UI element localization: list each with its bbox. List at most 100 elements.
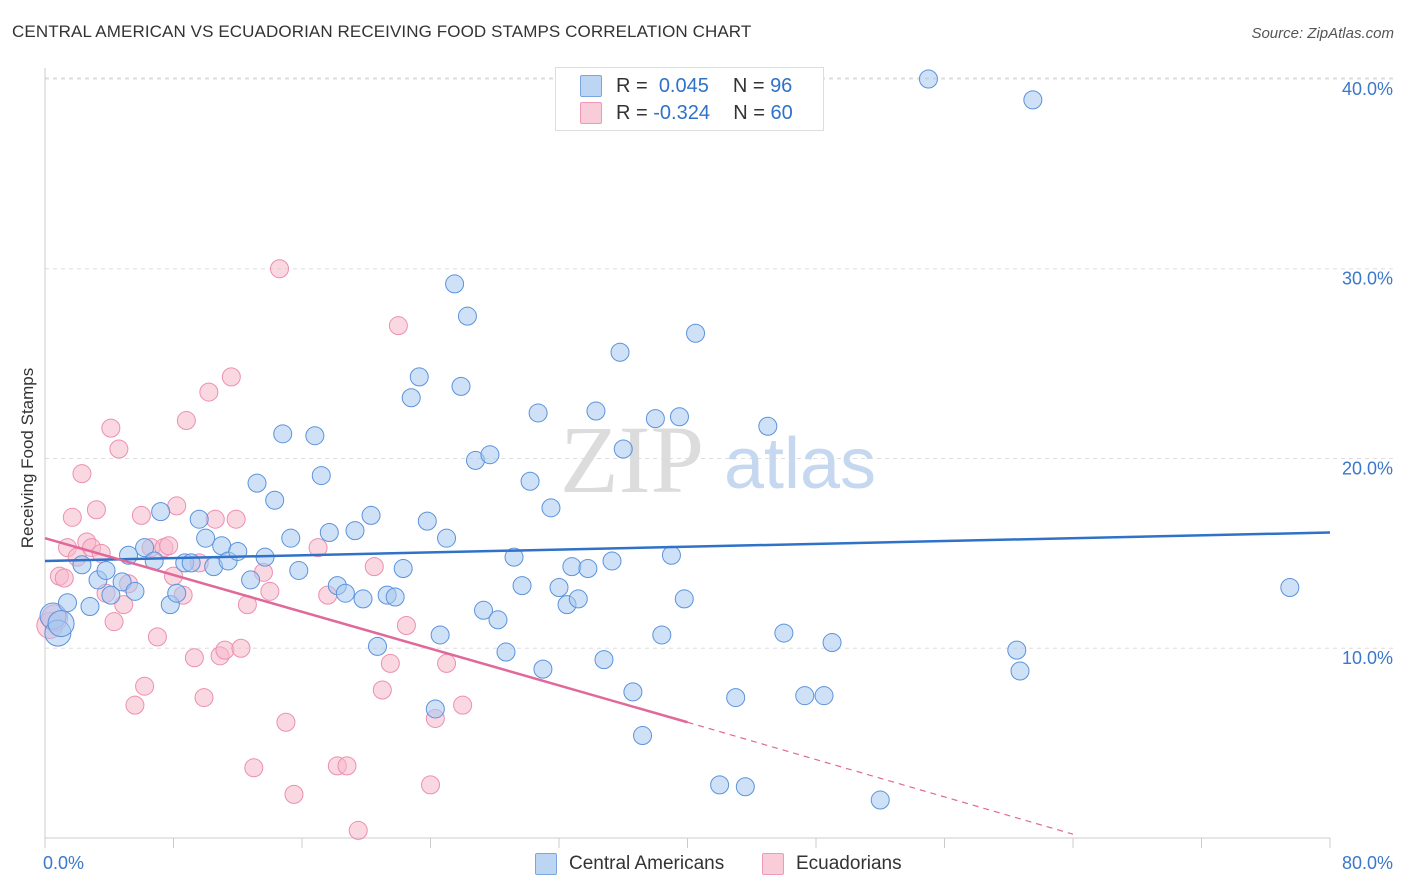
source-label: Source: ZipAtlas.com — [1251, 25, 1394, 42]
central-american-point — [151, 502, 171, 522]
central-american-point — [445, 274, 465, 294]
watermark-atlas: atlas — [724, 424, 876, 504]
central-american-point — [425, 699, 445, 719]
gridlines — [45, 77, 1395, 649]
central-american-point — [480, 445, 500, 465]
central-american-point — [385, 587, 405, 607]
y-tick-label: 30.0% — [1342, 269, 1393, 289]
central-american-point — [241, 570, 261, 590]
ecuadorian-point — [215, 640, 235, 660]
ecuadorian-point — [421, 775, 440, 795]
central-american-point — [822, 633, 842, 653]
ecuadorian-point — [147, 627, 167, 647]
central-american-point — [135, 538, 155, 558]
ecuadorian-point — [114, 595, 134, 615]
central-american-point — [305, 426, 325, 446]
bottom-legend-ecuadorian-label: Ecuadorians — [796, 853, 902, 874]
central-american-point — [335, 583, 355, 603]
central-american-point — [758, 416, 778, 436]
ecuadorian-point — [176, 411, 196, 431]
legend-n-value: 96 — [770, 74, 793, 97]
central-american-point — [353, 589, 373, 609]
watermark: ZIP atlas — [560, 406, 876, 513]
central-american-point — [1280, 578, 1300, 598]
central-american-point — [96, 560, 116, 580]
ecuadorian-point — [101, 418, 121, 438]
bottom-legend-central: Central Americans — [535, 852, 724, 876]
ecuadorian-point — [135, 676, 155, 696]
central-american-point — [578, 559, 598, 579]
ecuadorian-point — [184, 648, 204, 668]
bottom-legend-central-label: Central Americans — [569, 853, 725, 874]
central-american-point — [101, 585, 121, 605]
central-american-point — [610, 342, 630, 362]
central-american-point — [72, 555, 92, 575]
ecuadorian-point — [131, 505, 151, 525]
legend-swatch-ecuadorian — [580, 102, 602, 124]
central-american-point — [196, 528, 216, 548]
central-american-point — [669, 407, 689, 427]
central-american-point — [319, 522, 339, 542]
ecuadorian-point — [54, 568, 74, 588]
central-american-point — [520, 471, 540, 491]
central-american-point — [918, 69, 938, 89]
central-american-point — [47, 610, 75, 638]
central-american-point — [167, 583, 187, 603]
central-american-point — [289, 560, 309, 580]
x-tick-label: 80.0% — [1342, 853, 1393, 873]
central-american-point — [80, 596, 100, 616]
y-tick-label: 10.0% — [1342, 648, 1393, 668]
central-american-point — [437, 528, 457, 548]
ecuadorian-point — [199, 382, 219, 402]
ecuadorian-points — [36, 259, 473, 840]
legend-n-value: 60 — [770, 101, 793, 124]
central-american-point — [814, 686, 834, 706]
ecuadorian-point — [221, 367, 241, 387]
ecuadorian-point — [437, 653, 457, 673]
central-american-point — [273, 424, 293, 444]
central-american-point — [568, 589, 588, 609]
central-american-point — [451, 376, 471, 396]
ecuadorian-point — [396, 615, 416, 635]
central-american-point — [474, 600, 494, 620]
central-american-point — [247, 473, 267, 493]
chart-title: CENTRAL AMERICAN VS ECUADORIAN RECEIVING… — [12, 22, 752, 41]
central-american-point — [265, 490, 285, 510]
legend-r-value: 0.045 — [658, 74, 709, 97]
legend-n-label: N = — [732, 74, 765, 97]
central-american-point — [311, 466, 331, 486]
ecuadorian-point — [308, 538, 328, 558]
central-american-point — [586, 401, 606, 421]
ecuadorian-point — [284, 784, 304, 804]
central-american-point — [112, 572, 132, 592]
central-american-point — [549, 578, 569, 598]
ecuadorian-point — [348, 820, 368, 840]
ecuadorian-point — [380, 653, 400, 673]
y-axis-label: Receiving Food Stamps — [18, 367, 37, 549]
central-american-point — [623, 682, 643, 702]
central-american-point — [488, 610, 508, 630]
ecuadorian-point — [194, 688, 214, 708]
central-american-point — [562, 557, 582, 577]
central-american-point — [496, 642, 516, 662]
ecuadorian-point — [388, 316, 408, 336]
ecuadorian-point — [86, 500, 106, 520]
legend-swatch-central — [580, 75, 602, 97]
central-american-point — [417, 511, 437, 531]
trend-lines — [44, 531, 1331, 835]
central-american-point — [401, 388, 421, 408]
legend-r-value: -0.324 — [653, 101, 710, 124]
central-american-point — [774, 623, 794, 643]
central-american-point — [512, 576, 532, 596]
central-american-point — [57, 593, 77, 613]
ecuadorian-point — [244, 758, 264, 778]
central-american-point — [533, 659, 553, 679]
axes — [44, 68, 1331, 848]
central-american-point — [652, 625, 672, 645]
ecuadorian-point — [231, 638, 251, 658]
tick-labels: 10.0% 20.0% 30.0% 40.0% 0.0% 80.0% — [43, 79, 1393, 873]
ecuadorian-point — [364, 557, 384, 577]
central-american-point — [281, 528, 301, 548]
central-american-point — [430, 625, 450, 645]
ecuadorian-trendline-extension — [687, 721, 1074, 835]
